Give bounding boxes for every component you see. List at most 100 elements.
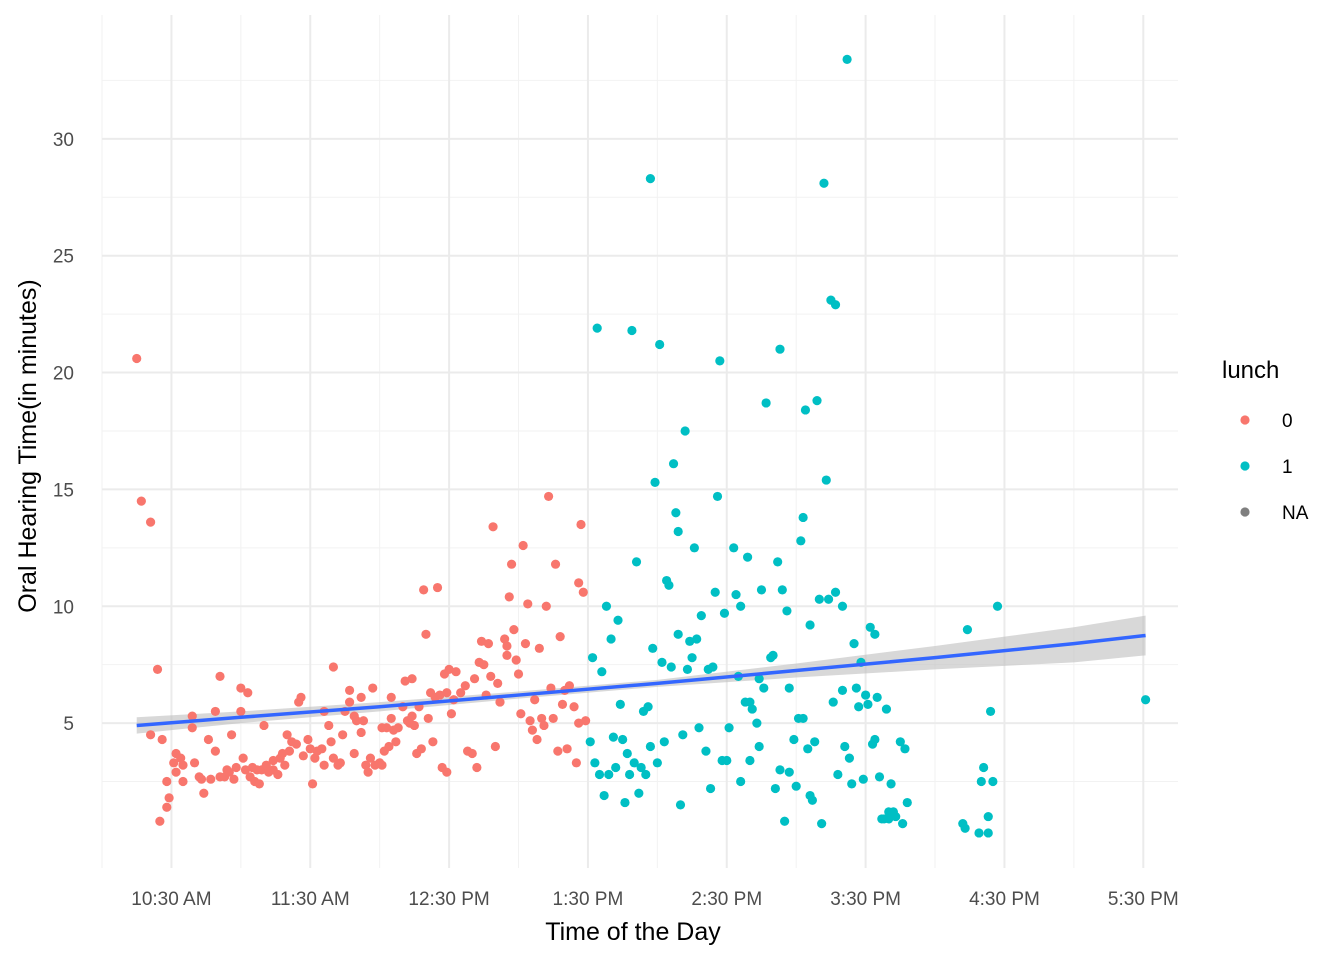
data-point-lunch-0 <box>386 713 396 724</box>
legend-title: lunch <box>1222 357 1279 384</box>
data-point-lunch-0 <box>231 762 241 773</box>
y-tick-label: 15 <box>53 480 74 501</box>
data-point-lunch-0 <box>187 711 197 721</box>
data-point-lunch-1 <box>863 699 873 710</box>
data-point-lunch-0 <box>488 522 498 532</box>
data-point-lunch-1 <box>622 748 632 759</box>
data-point-lunch-1 <box>680 426 690 436</box>
data-point-lunch-0 <box>238 753 248 763</box>
y-tick-label: 25 <box>53 247 74 268</box>
data-point-lunch-0 <box>523 599 533 609</box>
data-point-lunch-0 <box>467 748 477 759</box>
data-point-lunch-1 <box>756 585 767 595</box>
data-point-lunch-0 <box>157 734 167 745</box>
data-point-lunch-1 <box>805 620 815 630</box>
data-point-lunch-1 <box>604 769 614 780</box>
data-point-lunch-1 <box>895 737 905 747</box>
data-point-lunch-1 <box>594 769 605 780</box>
data-point-lunch-0 <box>384 741 394 752</box>
data-point-lunch-1 <box>902 797 912 808</box>
data-point-lunch-1 <box>606 634 616 644</box>
data-point-lunch-1 <box>837 685 848 695</box>
x-tick-label: 11:30 AM <box>271 889 350 910</box>
data-point-lunch-1 <box>814 594 824 604</box>
data-point-lunch-1 <box>657 657 667 667</box>
data-point-lunch-1 <box>627 325 637 336</box>
data-point-lunch-1 <box>1141 695 1151 705</box>
data-point-lunch-1 <box>759 683 769 693</box>
data-point-lunch-0 <box>476 636 487 646</box>
data-point-lunch-0 <box>284 746 295 756</box>
data-point-lunch-1 <box>962 625 973 635</box>
data-point-lunch-0 <box>520 639 531 649</box>
data-point-lunch-1 <box>643 702 653 712</box>
data-point-lunch-1 <box>745 755 755 766</box>
data-point-lunch-1 <box>886 779 896 789</box>
data-point-lunch-1 <box>812 396 822 406</box>
data-point-lunch-0 <box>483 639 494 649</box>
data-point-lunch-0 <box>368 683 378 693</box>
data-point-lunch-1 <box>851 683 861 693</box>
data-point-lunch-1 <box>729 543 739 553</box>
data-point-lunch-1 <box>673 526 683 537</box>
data-point-lunch-1 <box>854 702 864 712</box>
data-point-lunch-1 <box>710 587 720 597</box>
legend-key-na <box>1240 507 1250 517</box>
data-point-lunch-0 <box>451 667 461 677</box>
data-point-lunch-0 <box>236 706 246 717</box>
data-point-lunch-0 <box>550 559 561 569</box>
data-point-lunch-0 <box>576 519 586 530</box>
data-point-lunch-1 <box>678 730 688 740</box>
x-tick-label: 12:30 PM <box>408 889 489 910</box>
x-tick-label: 5:30 PM <box>1108 889 1179 910</box>
data-point-lunch-0 <box>518 540 528 551</box>
data-point-lunch-1 <box>761 398 771 408</box>
data-point-lunch-1 <box>659 737 669 747</box>
data-point-lunch-0 <box>555 632 565 642</box>
data-point-lunch-0 <box>553 746 563 756</box>
data-point-lunch-1 <box>631 557 642 567</box>
data-point-lunch-1 <box>587 653 598 663</box>
data-point-lunch-0 <box>344 685 355 695</box>
data-point-lunch-0 <box>504 592 514 602</box>
x-tick-label: 1:30 PM <box>553 889 624 910</box>
legend-key-1 <box>1240 461 1250 471</box>
data-point-lunch-1 <box>798 512 808 523</box>
x-tick-label: 3:30 PM <box>830 889 901 910</box>
data-point-lunch-0 <box>328 662 338 672</box>
data-point-lunch-0 <box>490 741 500 752</box>
data-point-lunch-1 <box>708 662 718 672</box>
data-point-lunch-1 <box>782 606 792 616</box>
data-point-lunch-1 <box>618 734 628 745</box>
data-point-lunch-1 <box>842 54 852 65</box>
legend-label-0: 0 <box>1282 411 1293 432</box>
data-point-lunch-0 <box>581 716 591 726</box>
data-point-lunch-1 <box>592 323 602 333</box>
data-point-lunch-0 <box>539 720 549 731</box>
data-point-lunch-0 <box>243 688 253 698</box>
data-point-lunch-0 <box>310 753 320 763</box>
data-point-lunch-0 <box>493 678 503 688</box>
data-point-lunch-0 <box>136 496 146 506</box>
data-point-lunch-0 <box>511 655 521 665</box>
data-point-lunch-0 <box>365 753 376 763</box>
data-point-lunch-1 <box>689 543 699 553</box>
data-point-lunch-1 <box>817 818 827 829</box>
data-point-lunch-1 <box>650 477 660 487</box>
data-point-lunch-0 <box>502 650 512 660</box>
data-point-lunch-0 <box>516 709 526 719</box>
data-point-lunch-1 <box>830 300 841 310</box>
data-point-lunch-1 <box>645 741 656 752</box>
data-point-lunch-0 <box>178 776 188 787</box>
data-point-lunch-1 <box>840 741 850 752</box>
y-axis-ticks: 5 10 15 20 25 30 <box>53 130 74 735</box>
data-point-lunch-0 <box>532 734 542 745</box>
data-points <box>132 54 1151 838</box>
data-point-lunch-1 <box>821 475 831 485</box>
data-point-lunch-1 <box>666 662 676 672</box>
data-point-lunch-1 <box>898 818 908 829</box>
data-point-lunch-1 <box>668 459 679 469</box>
data-point-lunch-1 <box>715 356 725 366</box>
data-point-lunch-0 <box>261 760 271 770</box>
data-point-lunch-0 <box>199 788 209 798</box>
